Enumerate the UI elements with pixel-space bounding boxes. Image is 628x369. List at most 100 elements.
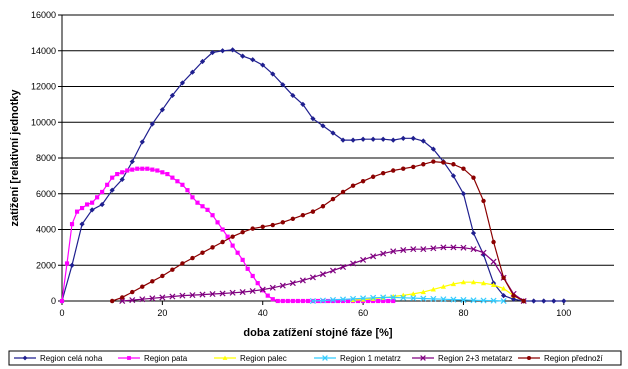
- data-point: [255, 281, 260, 286]
- data-point: [340, 298, 346, 304]
- y-axis-title: zatížení [relativní jednotky: [9, 89, 21, 227]
- legend: Region celá noha Region pata Region palec R…: [8, 350, 622, 366]
- y-tick-labels: 0 2000 4000 6000 8000 10000 12000 14000 16000: [31, 10, 56, 306]
- series-line: [61, 49, 564, 302]
- data-point: [501, 293, 507, 299]
- data-point: [420, 246, 427, 253]
- data-point: [170, 175, 175, 180]
- data-point: [280, 298, 285, 304]
- data-point: [371, 298, 376, 304]
- data-point: [275, 298, 280, 304]
- data-point: [270, 222, 275, 228]
- data-point: [64, 261, 70, 266]
- data-point: [330, 298, 336, 304]
- data-point: [481, 198, 486, 204]
- data-point: [229, 289, 236, 296]
- data-point: [120, 170, 125, 175]
- data-point: [339, 296, 347, 303]
- data-point: [430, 245, 437, 252]
- data-point: [100, 189, 105, 195]
- y-tick-label: 12000: [31, 82, 56, 92]
- legend-label: Region celá noha: [40, 354, 103, 363]
- data-point: [411, 164, 416, 170]
- data-point: [279, 282, 286, 289]
- legend-item: Region 1 metatrz: [314, 354, 401, 363]
- data-point: [85, 202, 90, 207]
- legend-item: Region 2+3 metatarz: [412, 354, 513, 363]
- x-tick-label: 60: [358, 308, 368, 318]
- data-point: [130, 289, 135, 295]
- data-point: [180, 182, 185, 187]
- data-point: [289, 280, 296, 287]
- data-point: [340, 189, 346, 195]
- data-point: [451, 162, 456, 167]
- data-point: [430, 286, 436, 292]
- data-point: [250, 57, 256, 63]
- data-point: [105, 182, 110, 187]
- y-tick-label: 0: [51, 296, 56, 306]
- data-point: [205, 207, 210, 212]
- data-point: [305, 298, 310, 304]
- data-point: [95, 195, 100, 200]
- data-point: [250, 273, 255, 279]
- data-point: [300, 101, 306, 107]
- data-point: [290, 216, 296, 221]
- data-point: [366, 298, 371, 304]
- data-point: [69, 222, 75, 227]
- data-point: [195, 200, 200, 205]
- data-point: [160, 273, 165, 279]
- data-point: [239, 289, 246, 296]
- data-point: [410, 246, 417, 253]
- data-point: [500, 297, 507, 305]
- data-point: [290, 92, 296, 99]
- data-point: [400, 247, 407, 254]
- data-point: [230, 47, 236, 53]
- data-point: [501, 285, 507, 291]
- data-point: [185, 188, 190, 193]
- data-point: [160, 170, 165, 175]
- data-point: [330, 130, 336, 136]
- x-tick-label: 20: [157, 308, 167, 318]
- data-point: [209, 291, 216, 298]
- series-4: [119, 244, 527, 305]
- data-point: [319, 297, 326, 304]
- data-point: [265, 293, 270, 298]
- data-point: [335, 298, 341, 304]
- legend-marker: [420, 355, 426, 361]
- y-tick-label: 8000: [36, 153, 56, 163]
- data-point: [175, 179, 180, 184]
- data-point: [360, 256, 367, 263]
- data-point: [190, 195, 195, 200]
- data-point: [480, 249, 487, 256]
- data-point: [480, 280, 487, 286]
- data-point: [380, 170, 386, 176]
- data-point: [240, 257, 245, 262]
- data-point: [230, 243, 235, 248]
- data-point: [145, 166, 150, 171]
- data-point: [140, 166, 145, 171]
- data-point: [471, 175, 476, 180]
- legend-marker: [222, 355, 228, 360]
- data-point: [200, 204, 205, 209]
- data-point: [79, 221, 85, 227]
- data-point: [491, 239, 496, 245]
- data-point: [460, 191, 467, 197]
- data-point: [189, 292, 196, 299]
- data-point: [340, 137, 346, 143]
- data-point: [260, 224, 265, 230]
- series-1: [59, 166, 396, 304]
- data-point: [430, 146, 436, 152]
- data-point: [450, 281, 457, 287]
- data-point: [169, 92, 175, 99]
- axes: [58, 14, 614, 305]
- legend-label: Region přednoží: [544, 354, 603, 363]
- data-point: [215, 220, 220, 225]
- data-point: [290, 298, 295, 304]
- data-point: [74, 209, 80, 214]
- data-point: [280, 82, 286, 88]
- data-point: [130, 167, 135, 172]
- data-point: [110, 175, 115, 180]
- data-point: [119, 176, 125, 183]
- data-point: [109, 298, 115, 304]
- data-point: [345, 298, 351, 304]
